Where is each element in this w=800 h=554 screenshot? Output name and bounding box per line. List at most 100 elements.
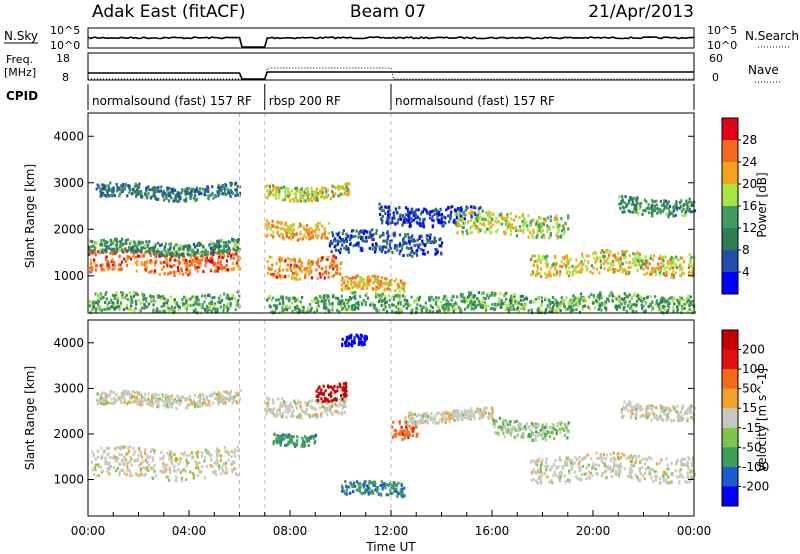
data-cell xyxy=(320,259,323,263)
data-cell xyxy=(580,270,583,274)
data-cell xyxy=(162,454,165,458)
data-cell xyxy=(391,221,394,224)
data-cell xyxy=(166,186,169,190)
data-cell xyxy=(320,194,323,198)
data-cell xyxy=(281,309,284,313)
data-cell xyxy=(340,404,343,408)
data-cell xyxy=(341,287,344,291)
data-cell xyxy=(186,247,189,251)
data-cell xyxy=(650,205,653,209)
data-cell xyxy=(150,196,153,200)
data-cell xyxy=(502,302,505,306)
data-cell xyxy=(107,263,110,267)
data-cell xyxy=(618,268,621,272)
data-cell xyxy=(170,455,173,459)
data-cell xyxy=(121,250,124,254)
data-cell xyxy=(311,193,314,197)
data-cell xyxy=(219,249,222,253)
data-cell xyxy=(198,303,201,307)
data-cell xyxy=(205,464,208,468)
data-cell xyxy=(321,272,324,276)
data-cell xyxy=(296,299,299,303)
data-cell xyxy=(111,250,114,254)
data-cell xyxy=(290,440,293,444)
data-cell xyxy=(227,240,230,244)
data-cell xyxy=(276,225,279,229)
data-cell xyxy=(215,447,219,451)
data-cell xyxy=(506,307,509,311)
data-cell xyxy=(185,252,188,256)
station-title: Adak East (fitACF) xyxy=(92,2,246,22)
data-cell xyxy=(100,239,103,242)
data-cell xyxy=(674,271,677,275)
data-cell xyxy=(402,236,406,240)
data-cell xyxy=(115,291,118,295)
data-cell xyxy=(573,308,576,312)
data-cell xyxy=(276,413,279,417)
data-cell xyxy=(265,410,268,414)
data-cell xyxy=(599,266,602,270)
data-cell xyxy=(592,266,595,270)
data-cell xyxy=(236,393,239,397)
data-cell xyxy=(123,462,126,466)
data-cell xyxy=(399,300,402,304)
data-cell xyxy=(405,246,409,250)
data-cell xyxy=(125,392,128,396)
data-cell xyxy=(168,403,172,407)
data-cell xyxy=(345,248,348,251)
data-cell xyxy=(102,187,105,191)
data-cell xyxy=(212,263,215,267)
data-cell xyxy=(334,244,337,248)
data-cell xyxy=(221,251,224,255)
data-cell xyxy=(152,299,155,303)
data-cell xyxy=(290,229,293,233)
data-cell xyxy=(298,189,301,193)
data-cell xyxy=(307,236,311,239)
data-cell xyxy=(118,246,121,250)
data-cell xyxy=(386,237,389,240)
data-cell xyxy=(223,249,226,253)
data-cell xyxy=(175,401,178,404)
data-cell xyxy=(331,231,334,235)
data-cell xyxy=(142,246,145,250)
data-cell xyxy=(308,416,312,419)
data-cell xyxy=(192,399,195,403)
data-cell xyxy=(288,408,291,412)
data-cell xyxy=(456,207,460,210)
data-cell xyxy=(326,406,329,410)
data-cell xyxy=(545,258,548,262)
data-cell xyxy=(107,194,110,198)
data-cell xyxy=(388,298,391,302)
data-cell xyxy=(218,189,221,193)
data-cell xyxy=(217,390,221,394)
data-cell xyxy=(222,241,225,245)
data-cell xyxy=(130,250,133,254)
data-cell xyxy=(211,465,214,469)
data-cell xyxy=(393,216,396,220)
data-cell xyxy=(310,231,313,235)
data-cell xyxy=(595,267,598,271)
data-cell xyxy=(332,263,335,267)
data-cell xyxy=(99,189,102,193)
data-cell xyxy=(341,412,344,416)
data-cell xyxy=(156,295,159,298)
data-cell xyxy=(635,310,638,314)
data-cell xyxy=(135,194,138,198)
data-cell xyxy=(145,250,149,253)
data-cell xyxy=(287,274,290,278)
data-cell xyxy=(565,296,568,300)
data-cell xyxy=(391,309,394,313)
data-cell xyxy=(638,206,641,210)
data-cell xyxy=(107,307,110,311)
data-cell xyxy=(101,396,104,400)
data-cell xyxy=(166,262,169,266)
data-cell xyxy=(207,293,210,297)
data-cell xyxy=(574,296,577,300)
data-cell xyxy=(398,285,401,289)
data-cell xyxy=(397,301,400,305)
data-cell xyxy=(208,308,211,312)
data-cell xyxy=(89,239,92,243)
data-cell xyxy=(403,298,406,302)
data-cell xyxy=(287,256,290,260)
data-cell xyxy=(181,254,184,258)
